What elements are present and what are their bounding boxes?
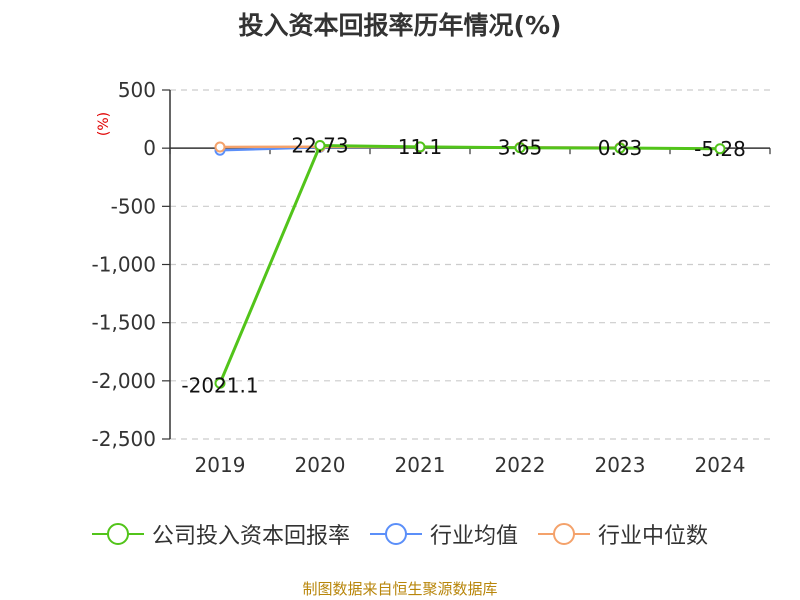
y-tick-label: -1,500 (92, 311, 156, 335)
x-tick-label: 2019 (195, 453, 246, 477)
legend: 公司投入资本回报率 行业均值 行业中位数 (0, 518, 800, 550)
y-tick-label: -1,000 (92, 253, 156, 277)
line-chart: 500 0 -500 -1,000 -1,500 -2,000 -2,500 2019 2020… (92, 78, 771, 477)
chart-title: 投入资本回报率历年情况(%) (238, 11, 562, 40)
data-label: 11.1 (398, 135, 443, 159)
legend-label: 行业均值 (429, 524, 518, 549)
x-tick-label: 2020 (295, 453, 346, 477)
series-line (218, 144, 721, 384)
y-tick-label: 0 (143, 136, 156, 160)
legend-item-company[interactable]: 公司投入资本回报率 (91, 518, 350, 550)
legend-label: 行业中位数 (598, 524, 709, 549)
data-point[interactable] (214, 377, 226, 389)
legend-marker-blue (369, 523, 422, 545)
y-tick-label: -2,000 (92, 369, 156, 393)
data-source-note: 制图数据来自恒生聚源数据库 (302, 580, 498, 598)
legend-marker-green (91, 523, 144, 545)
data-label: -2021.1 (181, 373, 258, 397)
legend-marker-orange (538, 523, 590, 545)
data-label: 22.73 (291, 134, 348, 158)
data-point[interactable] (214, 141, 226, 153)
data-point[interactable] (314, 140, 326, 152)
y-tick-label: -2,500 (92, 427, 156, 451)
y-tick-label: -500 (111, 194, 156, 218)
legend-item-industry-mean[interactable]: 行业均值 (369, 518, 518, 550)
legend-item-industry-median[interactable]: 行业中位数 (538, 518, 708, 550)
x-tick-label: 2024 (695, 453, 746, 477)
data-point[interactable] (714, 143, 726, 155)
data-point[interactable] (614, 142, 626, 154)
x-tick-label: 2021 (395, 453, 446, 477)
data-label: 0.83 (598, 136, 643, 160)
data-label: -5.28 (694, 137, 746, 161)
data-point[interactable] (514, 142, 526, 154)
x-tick-label: 2023 (595, 453, 646, 477)
y-axis-label: (%) (96, 112, 112, 136)
data-label: 3.65 (498, 136, 543, 160)
data-point[interactable] (414, 141, 426, 153)
legend-label: 公司投入资本回报率 (151, 524, 350, 549)
y-tick-label: 500 (118, 78, 156, 102)
x-tick-label: 2022 (495, 453, 546, 477)
